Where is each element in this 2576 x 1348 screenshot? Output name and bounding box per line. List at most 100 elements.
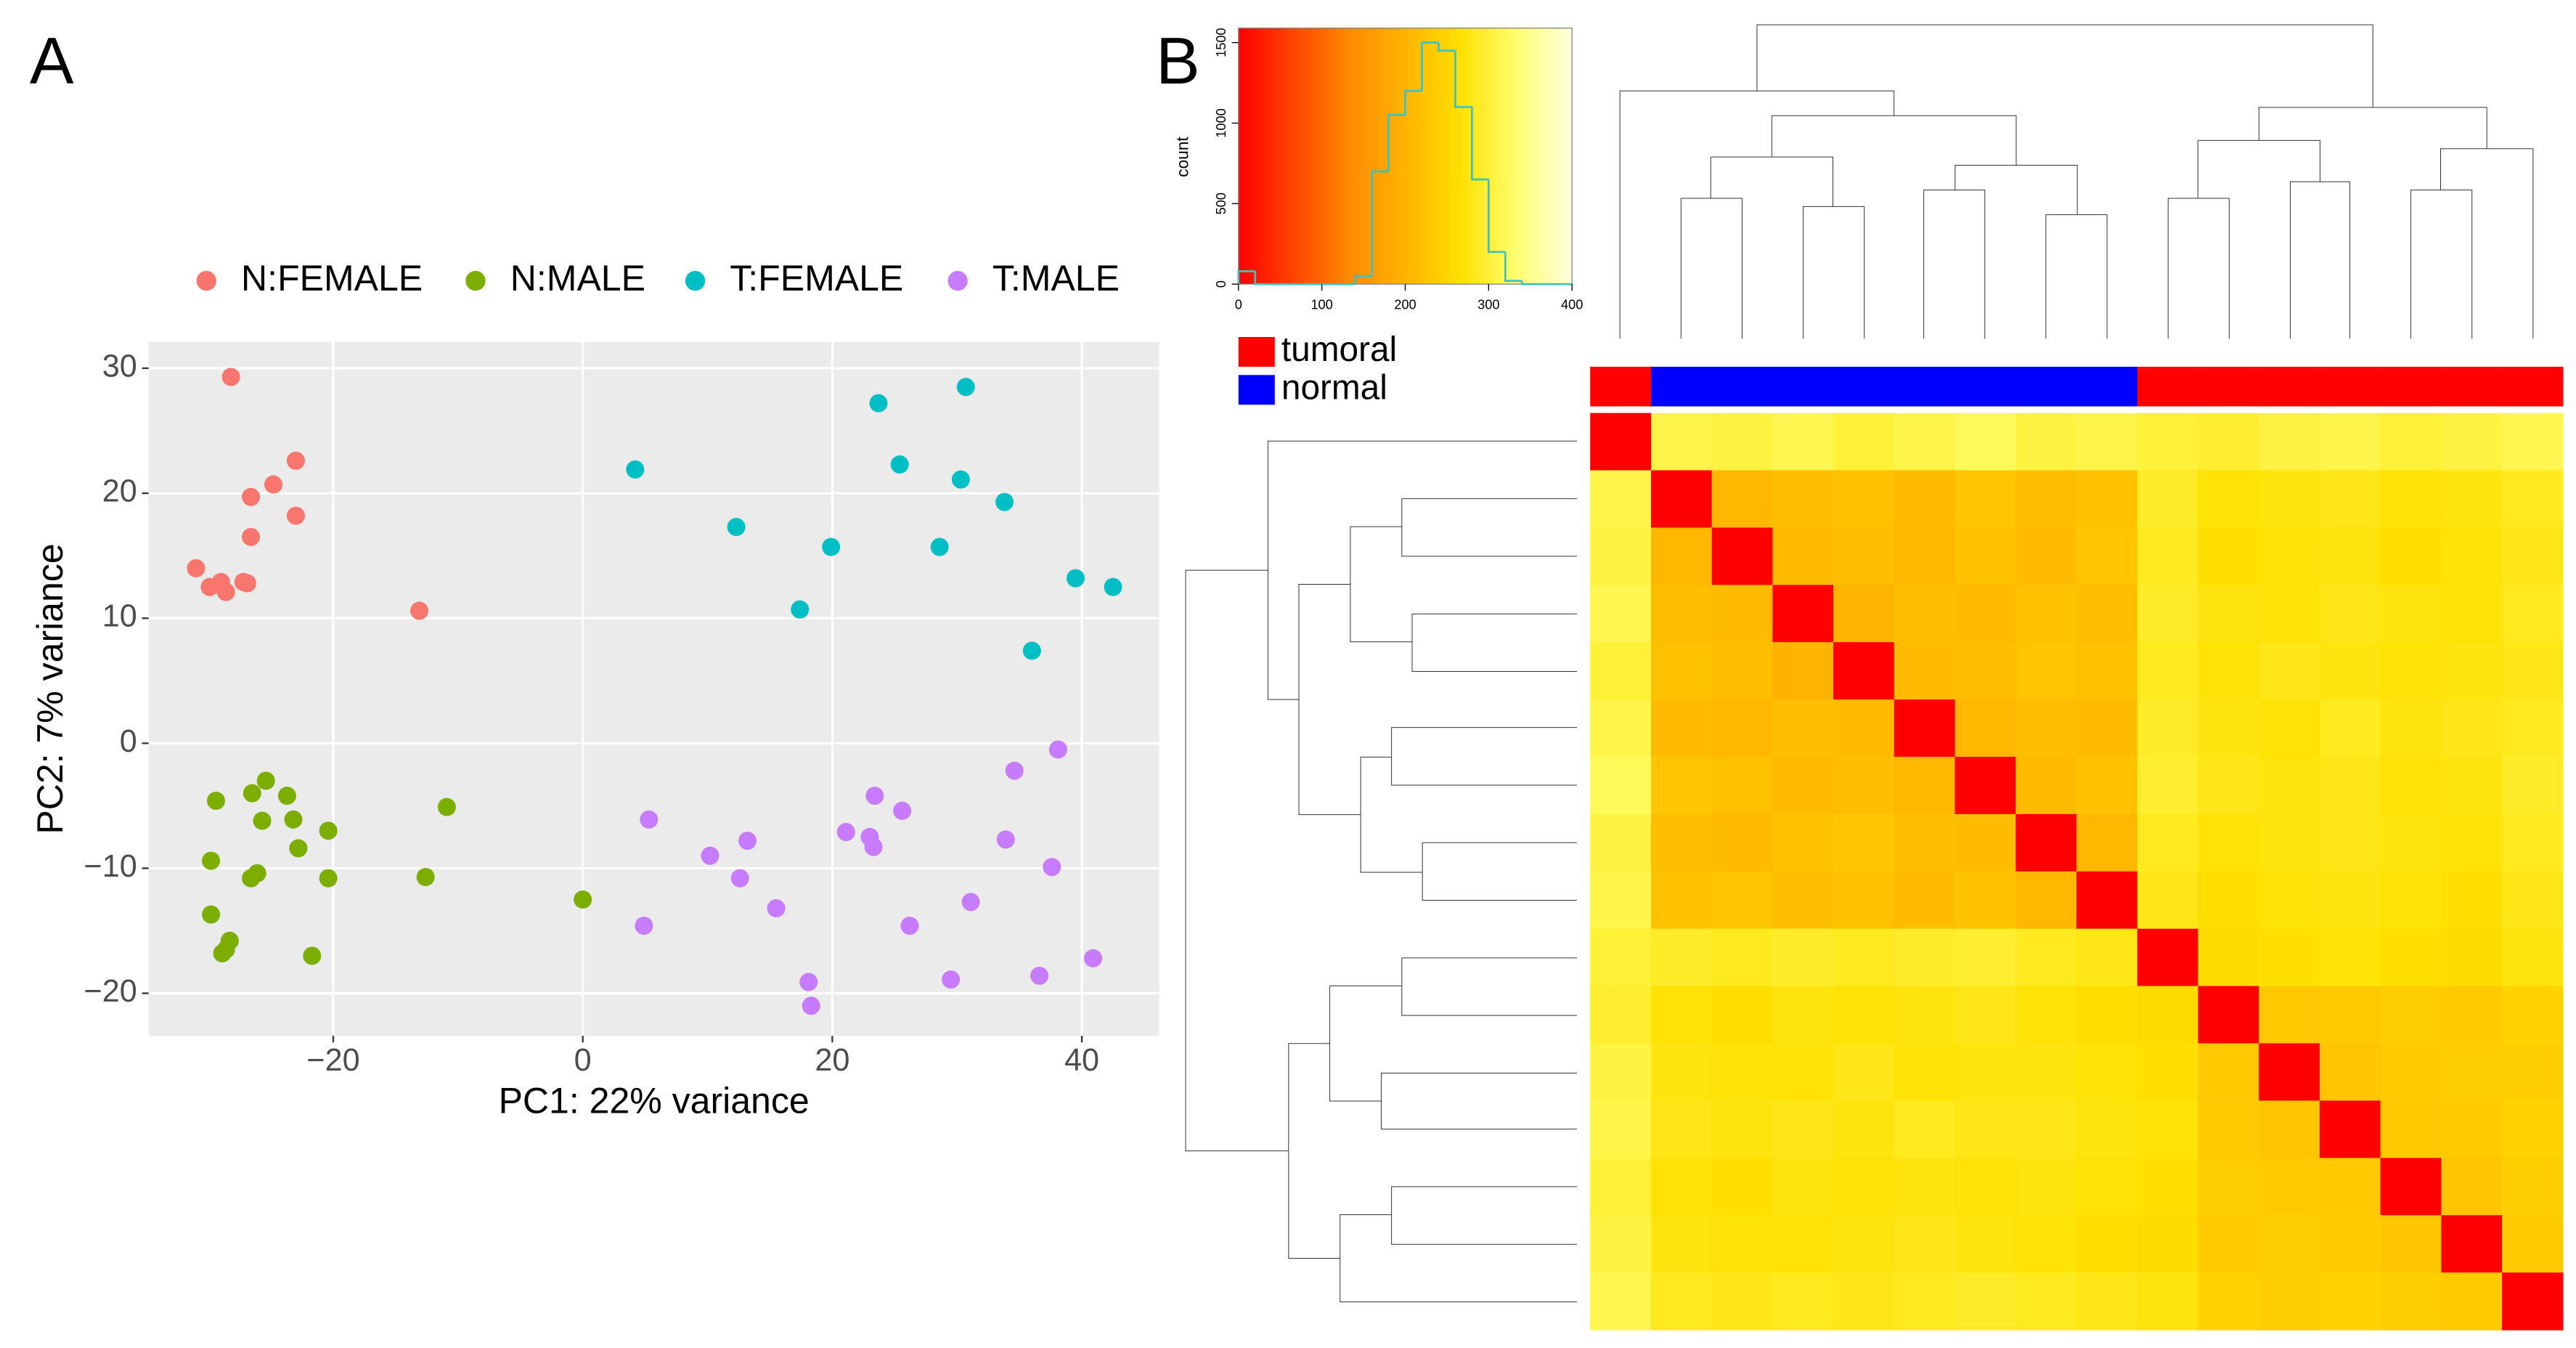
heatmap-cell bbox=[2259, 527, 2320, 586]
heatmap-cell bbox=[1772, 1100, 1834, 1158]
heatmap-cell bbox=[2441, 813, 2503, 872]
heatmap-cell bbox=[1894, 871, 1956, 930]
heatmap-cell bbox=[2198, 1158, 2259, 1216]
point bbox=[1048, 740, 1067, 759]
point bbox=[237, 574, 256, 593]
heatmap-cell bbox=[2259, 1215, 2320, 1273]
point bbox=[635, 917, 653, 935]
heatmap-cell bbox=[2198, 470, 2259, 529]
point bbox=[1030, 966, 1049, 986]
point bbox=[730, 869, 749, 888]
point bbox=[289, 839, 308, 858]
point bbox=[202, 851, 221, 870]
heatmap-cell bbox=[2441, 1272, 2503, 1331]
point bbox=[626, 460, 645, 479]
heatmap-cell bbox=[2380, 1043, 2442, 1102]
key-x-tick-label: 300 bbox=[1477, 298, 1499, 312]
heatmap-cell bbox=[1590, 699, 1652, 758]
heatmap-cell bbox=[2076, 1215, 2138, 1273]
heatmap-cell bbox=[1650, 1043, 1713, 1102]
x-axis-label: PC1: 22% variance bbox=[499, 1081, 810, 1121]
heatmap-cell bbox=[2441, 1100, 2503, 1158]
heatmap-cell bbox=[1833, 1215, 1895, 1273]
heatmap-cell bbox=[2441, 986, 2503, 1044]
heatmap-cell bbox=[2137, 1158, 2199, 1216]
point bbox=[869, 394, 888, 413]
heatmap-cell bbox=[2259, 1272, 2320, 1331]
heatmap-cell bbox=[2198, 1100, 2259, 1158]
legend-swatch bbox=[1238, 337, 1275, 367]
heatmap-cell bbox=[2259, 871, 2320, 930]
heatmap-cell bbox=[2380, 871, 2442, 930]
histogram-bin bbox=[1237, 270, 1255, 285]
histogram-bin bbox=[1438, 42, 1456, 52]
heatmap-cell bbox=[2198, 1043, 2259, 1102]
heatmap-cell bbox=[1772, 1158, 1834, 1216]
heatmap-cell bbox=[1772, 699, 1834, 758]
heatmap-cell bbox=[1894, 527, 1956, 586]
heatmap-cell bbox=[2137, 1100, 2199, 1158]
legend-marker bbox=[196, 271, 216, 291]
heatmap-cell bbox=[2380, 413, 2442, 471]
heatmap-cell bbox=[2319, 813, 2381, 872]
point bbox=[727, 518, 746, 537]
heatmap-cell bbox=[1894, 699, 1956, 758]
heatmap-cell bbox=[1772, 757, 1834, 815]
point bbox=[822, 537, 841, 556]
point bbox=[890, 455, 909, 474]
heatmap-cell bbox=[1894, 585, 1956, 643]
heatmap-cell bbox=[2076, 642, 2138, 700]
heatmap-cell bbox=[2259, 757, 2320, 815]
heatmap-cell bbox=[2015, 1272, 2077, 1331]
point bbox=[701, 846, 720, 865]
heatmap-cell bbox=[1590, 871, 1652, 930]
heatmap-cell bbox=[2441, 527, 2503, 586]
point bbox=[1104, 577, 1122, 596]
point bbox=[865, 787, 884, 805]
heatmap-cell bbox=[2502, 813, 2564, 872]
heatmap-cell bbox=[2198, 813, 2259, 872]
heatmap-cell bbox=[2502, 699, 2564, 758]
histogram-bin bbox=[1504, 251, 1523, 283]
heatmap-cell bbox=[1590, 757, 1652, 815]
heatmap-cell bbox=[2380, 1272, 2442, 1331]
point bbox=[799, 973, 818, 991]
histogram-bin bbox=[1520, 280, 1539, 285]
heatmap-cell bbox=[1650, 527, 1713, 586]
heatmap-cell bbox=[1955, 470, 2016, 529]
point bbox=[1066, 569, 1085, 588]
point bbox=[437, 797, 456, 816]
legend-swatch bbox=[1238, 375, 1275, 405]
heatmap-cell bbox=[1772, 1043, 1834, 1102]
heatmap-cell bbox=[2380, 813, 2442, 872]
heatmap-cell bbox=[2137, 986, 2199, 1044]
key-x-tick-label: 0 bbox=[1235, 298, 1242, 312]
heatmap-cell bbox=[1955, 585, 2016, 643]
heatmap-cell bbox=[2198, 413, 2259, 471]
heatmap-cell bbox=[2076, 470, 2138, 529]
point bbox=[253, 811, 272, 830]
histogram-bin bbox=[1421, 41, 1439, 92]
heatmap-cell bbox=[2259, 1100, 2320, 1158]
heatmap-cell bbox=[2076, 813, 2138, 872]
heatmap-cell bbox=[1955, 413, 2016, 471]
y-tick-label: −20 bbox=[83, 974, 136, 1009]
heatmap-cell bbox=[2259, 1158, 2320, 1216]
legend-label: T:FEMALE bbox=[730, 258, 903, 299]
heatmap-cell bbox=[2441, 871, 2503, 930]
heatmap-cell bbox=[2259, 928, 2320, 987]
heatmap-cell bbox=[2076, 699, 2138, 758]
heatmap-cell bbox=[2502, 470, 2564, 529]
point bbox=[802, 996, 820, 1015]
point bbox=[864, 837, 883, 856]
heatmap-cell bbox=[1833, 699, 1895, 758]
heatmap-cell bbox=[2015, 413, 2077, 471]
legend-marker bbox=[465, 271, 486, 291]
heatmap-cell bbox=[1833, 585, 1895, 643]
heatmap-cell bbox=[1590, 928, 1652, 987]
heatmap-cell bbox=[2502, 757, 2564, 815]
heatmap-cell bbox=[1650, 642, 1713, 700]
heatmap-cell bbox=[2015, 1215, 2077, 1273]
heatmap-cell bbox=[2259, 986, 2320, 1044]
heatmap-cell bbox=[2015, 527, 2077, 586]
